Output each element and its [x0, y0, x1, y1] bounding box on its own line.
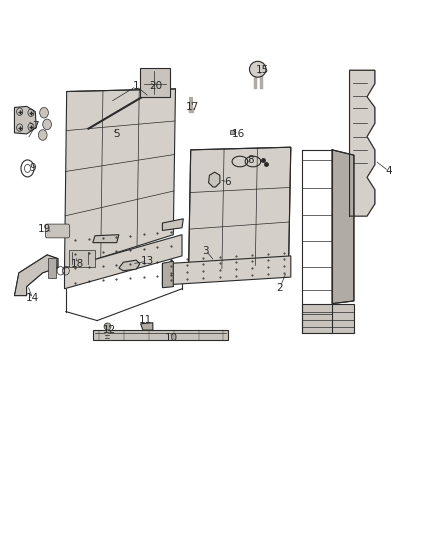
Circle shape [40, 108, 48, 118]
Polygon shape [93, 235, 119, 243]
Text: 5: 5 [113, 129, 120, 139]
Ellipse shape [250, 61, 266, 77]
Polygon shape [208, 172, 220, 187]
Text: 13: 13 [141, 256, 154, 266]
Text: 2: 2 [277, 282, 283, 293]
Text: 8: 8 [247, 156, 254, 165]
Polygon shape [350, 70, 375, 216]
Polygon shape [93, 330, 228, 340]
Polygon shape [350, 70, 375, 216]
Polygon shape [162, 256, 291, 285]
Text: 10: 10 [165, 333, 178, 343]
Text: 4: 4 [385, 166, 392, 176]
Text: 14: 14 [26, 293, 39, 303]
FancyBboxPatch shape [46, 224, 70, 238]
Text: 6: 6 [224, 176, 231, 187]
Text: 19: 19 [38, 224, 52, 235]
Polygon shape [332, 150, 354, 304]
Text: 12: 12 [102, 325, 116, 335]
Polygon shape [119, 260, 140, 271]
Text: 9: 9 [29, 164, 36, 173]
Polygon shape [162, 261, 173, 288]
Text: 1: 1 [133, 81, 140, 91]
Polygon shape [14, 107, 36, 134]
Text: 15: 15 [256, 66, 269, 75]
Polygon shape [302, 304, 354, 333]
Polygon shape [64, 235, 182, 289]
FancyBboxPatch shape [140, 68, 170, 98]
Text: 20: 20 [149, 81, 162, 91]
Text: 7: 7 [32, 121, 39, 131]
Polygon shape [141, 322, 153, 330]
Polygon shape [14, 255, 58, 296]
Polygon shape [188, 147, 291, 272]
Text: 18: 18 [71, 259, 84, 269]
Polygon shape [162, 219, 184, 230]
Text: 16: 16 [232, 129, 245, 139]
Text: 17: 17 [186, 102, 200, 112]
Text: 3: 3 [203, 246, 209, 256]
Text: 11: 11 [138, 314, 152, 325]
FancyBboxPatch shape [69, 249, 95, 266]
Polygon shape [64, 89, 176, 269]
Circle shape [43, 119, 51, 130]
FancyBboxPatch shape [48, 258, 56, 278]
Circle shape [39, 130, 47, 140]
